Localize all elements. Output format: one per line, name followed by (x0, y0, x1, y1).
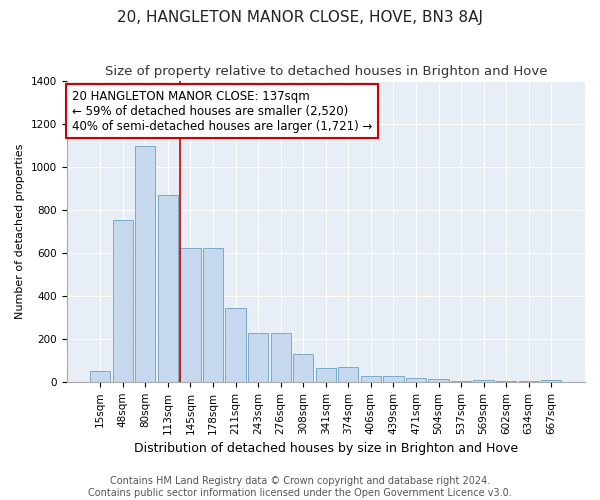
Title: Size of property relative to detached houses in Brighton and Hove: Size of property relative to detached ho… (104, 65, 547, 78)
Bar (203, 248, 223, 382)
Text: Contains HM Land Registry data © Crown copyright and database right 2024.
Contai: Contains HM Land Registry data © Crown c… (88, 476, 512, 498)
Bar (451, 380, 471, 382)
Bar (226, 308, 246, 382)
Bar (428, 379, 449, 382)
Bar (113, 220, 133, 382)
Bar (361, 376, 381, 382)
Text: 20, HANGLETON MANOR CLOSE, HOVE, BN3 8AJ: 20, HANGLETON MANOR CLOSE, HOVE, BN3 8AJ (117, 10, 483, 25)
Bar (90, 371, 110, 382)
Bar (383, 376, 404, 382)
Bar (248, 334, 268, 382)
Bar (338, 367, 358, 382)
X-axis label: Distribution of detached houses by size in Brighton and Hove: Distribution of detached houses by size … (134, 442, 518, 455)
Bar (158, 194, 178, 382)
Bar (406, 378, 426, 382)
Bar (293, 354, 313, 382)
Bar (135, 146, 155, 382)
Bar (181, 248, 200, 382)
Bar (473, 380, 494, 382)
Bar (541, 380, 562, 382)
Bar (316, 368, 336, 382)
Y-axis label: Number of detached properties: Number of detached properties (15, 144, 25, 319)
Bar (271, 334, 291, 382)
Bar (518, 381, 539, 382)
Bar (496, 381, 517, 382)
Text: 20 HANGLETON MANOR CLOSE: 137sqm
← 59% of detached houses are smaller (2,520)
40: 20 HANGLETON MANOR CLOSE: 137sqm ← 59% o… (72, 90, 372, 132)
